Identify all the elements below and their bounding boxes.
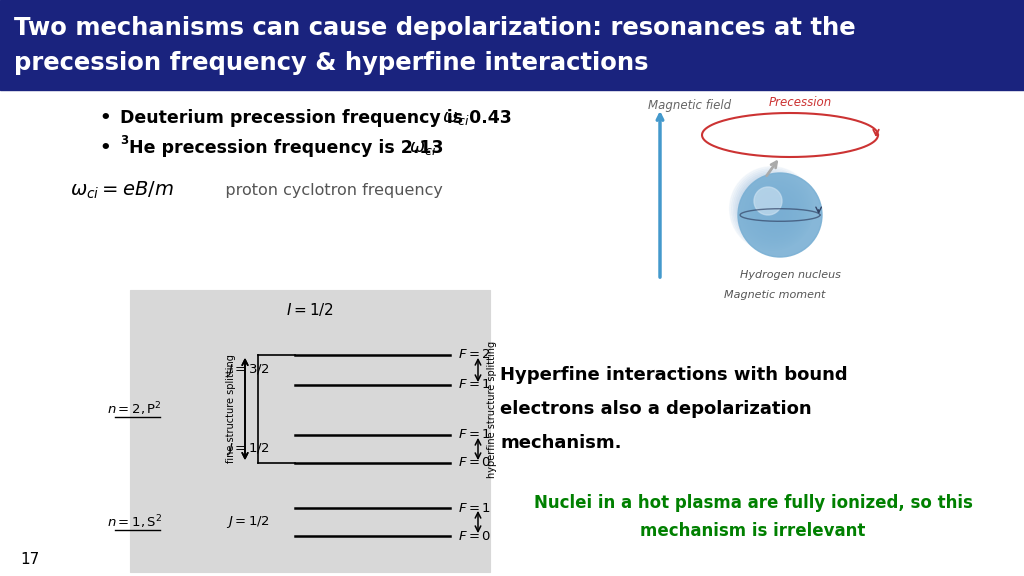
Text: Deuterium precession frequency is 0.43: Deuterium precession frequency is 0.43 [120, 109, 518, 127]
Circle shape [749, 184, 801, 238]
Circle shape [765, 200, 791, 226]
Text: $n = 2, \mathrm{P}^2$: $n = 2, \mathrm{P}^2$ [108, 400, 162, 418]
Text: 17: 17 [20, 552, 39, 567]
Circle shape [731, 168, 812, 249]
Text: hyperfine structure splitting: hyperfine structure splitting [487, 340, 497, 478]
Text: Magnetic moment: Magnetic moment [724, 290, 825, 300]
Bar [130, 290, 490, 572]
Circle shape [755, 191, 797, 233]
Circle shape [752, 188, 799, 235]
Circle shape [743, 180, 805, 241]
Circle shape [738, 173, 822, 257]
Text: Hydrogen nucleus: Hydrogen nucleus [739, 270, 841, 280]
Text: proton cyclotron frequency: proton cyclotron frequency [210, 183, 442, 198]
Bar [498, 475, 1008, 553]
Text: Nuclei in a hot plasma are fully ionized, so this: Nuclei in a hot plasma are fully ionized… [534, 494, 973, 512]
Text: $F = 2$: $F = 2$ [458, 348, 492, 362]
Circle shape [734, 172, 810, 247]
Circle shape [778, 213, 781, 216]
Text: Hyperfine interactions with bound: Hyperfine interactions with bound [500, 366, 848, 384]
Circle shape [776, 212, 782, 217]
Circle shape [770, 205, 786, 222]
Circle shape [741, 178, 806, 242]
Circle shape [738, 175, 808, 245]
Text: $F = 0$: $F = 0$ [458, 529, 492, 543]
Text: Two mechanisms can cause depolarization: resonances at the: Two mechanisms can cause depolarization:… [14, 16, 856, 40]
Circle shape [768, 204, 787, 223]
Text: electrons also a depolarization: electrons also a depolarization [500, 400, 812, 418]
Text: mechanism is irrelevant: mechanism is irrelevant [640, 522, 865, 540]
Circle shape [775, 210, 783, 218]
Text: $n = 1, \mathrm{S}^2$: $n = 1, \mathrm{S}^2$ [106, 513, 162, 531]
Circle shape [744, 181, 804, 240]
Circle shape [773, 209, 784, 220]
Text: $J = 1/2$: $J = 1/2$ [226, 514, 270, 530]
Text: fine structure splitting: fine structure splitting [226, 355, 236, 464]
Circle shape [733, 170, 811, 248]
Text: 3: 3 [120, 135, 128, 147]
Circle shape [763, 199, 792, 227]
Text: Magnetic field: Magnetic field [648, 98, 731, 112]
Text: $\omega_{ci}$: $\omega_{ci}$ [442, 109, 469, 127]
Text: $I = 1/2$: $I = 1/2$ [286, 301, 334, 319]
Text: $F = 1$: $F = 1$ [458, 502, 492, 514]
Text: $\omega_{ci}$: $\omega_{ci}$ [409, 139, 436, 157]
Circle shape [772, 207, 785, 221]
Text: •: • [99, 139, 111, 157]
Bar [0, 0, 1024, 90]
Text: $J = 1/2$: $J = 1/2$ [226, 441, 270, 457]
Circle shape [767, 202, 788, 225]
Text: mechanism.: mechanism. [500, 434, 622, 452]
Circle shape [757, 192, 796, 232]
Text: •: • [99, 109, 111, 127]
Text: He precession frequency is 2.13: He precession frequency is 2.13 [129, 139, 450, 157]
Text: $J = 3/2$: $J = 3/2$ [226, 362, 270, 378]
Text: $\boldsymbol{\omega_{ci}}$$ = eB/m$: $\boldsymbol{\omega_{ci}}$$ = eB/m$ [70, 179, 174, 200]
Text: $F = 0$: $F = 0$ [458, 457, 492, 469]
Circle shape [736, 173, 809, 246]
Circle shape [746, 183, 803, 239]
Text: $F = 1$: $F = 1$ [458, 378, 492, 392]
Circle shape [750, 186, 800, 236]
Circle shape [753, 190, 798, 234]
Circle shape [729, 166, 814, 251]
Text: Precession: Precession [768, 97, 831, 109]
Circle shape [754, 187, 782, 215]
Text: $F = 1$: $F = 1$ [458, 429, 492, 441]
Circle shape [762, 198, 793, 228]
Text: precession frequency & hyperfine interactions: precession frequency & hyperfine interac… [14, 51, 648, 75]
Circle shape [758, 194, 795, 230]
Circle shape [760, 196, 794, 229]
Circle shape [739, 176, 807, 244]
